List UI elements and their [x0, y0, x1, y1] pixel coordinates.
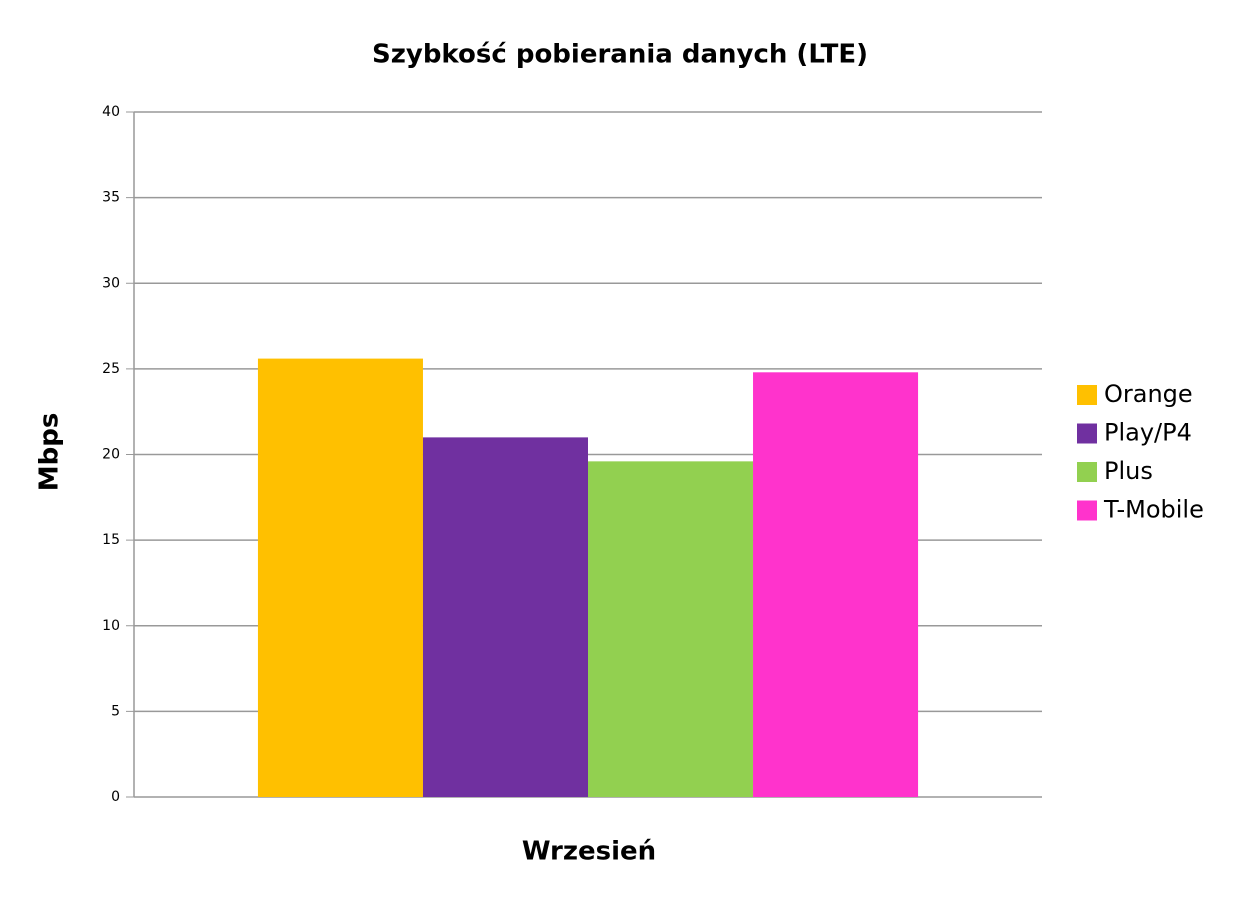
y-tick-label: 5 — [111, 703, 120, 719]
legend-label: Orange — [1104, 380, 1193, 408]
x-tick-label: Wrzesień — [522, 837, 656, 867]
legend-label: Plus — [1104, 457, 1153, 485]
legend-swatch — [1077, 423, 1097, 444]
y-tick-label: 25 — [102, 361, 120, 377]
bar — [753, 372, 919, 797]
y-tick-label: 30 — [102, 275, 120, 291]
legend-label: T-Mobile — [1103, 496, 1204, 524]
y-tick-label: 20 — [102, 447, 120, 463]
y-tick-label: 0 — [111, 789, 120, 805]
bar — [257, 358, 423, 797]
y-axis-label: Mbps — [35, 413, 65, 492]
legend-swatch — [1077, 385, 1097, 405]
legend-swatch — [1077, 462, 1097, 482]
y-tick-label: 40 — [102, 104, 120, 120]
legend-label: Play/P4 — [1104, 419, 1192, 447]
y-tick-label: 10 — [102, 618, 120, 634]
y-tick-label: 35 — [102, 190, 120, 206]
legend-swatch — [1077, 500, 1097, 521]
bar — [588, 461, 754, 797]
chart-title: Szybkość pobierania danych (LTE) — [372, 40, 868, 70]
y-tick-label: 15 — [102, 532, 120, 548]
bar — [422, 437, 588, 797]
